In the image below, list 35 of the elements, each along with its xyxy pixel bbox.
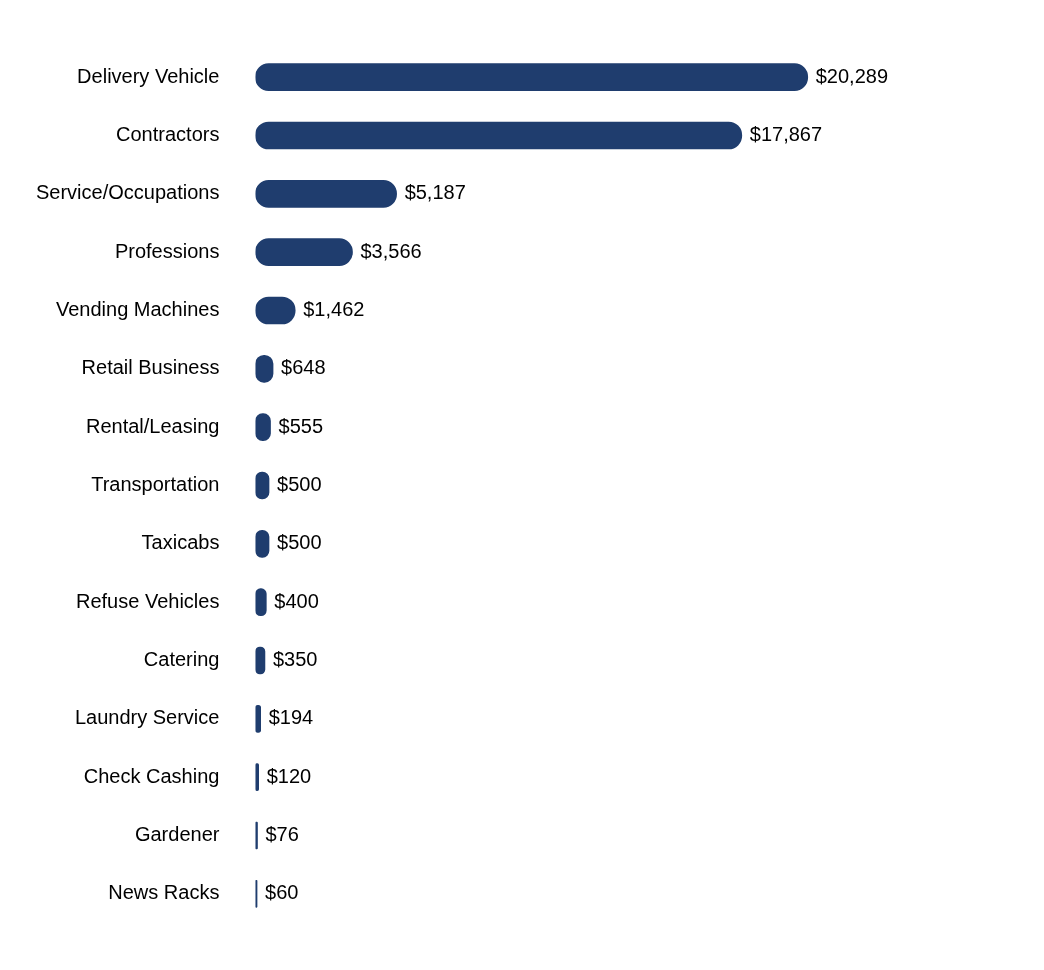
y-tick-label: Gardener — [134, 823, 220, 846]
y-tick-label: Retail Business — [81, 356, 220, 379]
y-tick-label: Vending Machines — [55, 298, 220, 321]
data-label: $500 — [277, 473, 322, 496]
y-tick-label: News Racks — [108, 881, 220, 904]
y-tick-label: Refuse Vehicles — [76, 589, 220, 612]
data-label: $400 — [274, 589, 319, 612]
bar — [255, 63, 809, 91]
data-label: $60 — [265, 881, 299, 904]
data-label: $120 — [266, 764, 312, 787]
data-label: $17,867 — [749, 123, 823, 146]
data-label: $1,462 — [303, 298, 365, 321]
y-tick-label: Catering — [143, 648, 220, 671]
y-tick-label: Check Cashing — [83, 764, 220, 787]
data-label: $20,289 — [815, 64, 889, 87]
data-label: $3,566 — [360, 239, 422, 262]
y-tick-label: Taxicabs — [141, 531, 220, 554]
bar — [255, 705, 262, 733]
data-label: $76 — [265, 823, 299, 846]
data-label: $648 — [281, 356, 326, 379]
bar — [255, 238, 353, 266]
bar — [255, 121, 743, 150]
data-label: $350 — [272, 648, 318, 671]
y-tick-label: Laundry Service — [74, 706, 220, 729]
bar — [255, 180, 397, 208]
y-tick-label: Transportation — [91, 473, 220, 496]
data-label: $194 — [268, 706, 314, 729]
y-tick-label: Delivery Vehicle — [77, 64, 220, 87]
data-label: $5,187 — [404, 181, 466, 204]
y-tick-label: Contractors — [116, 123, 220, 146]
data-label: $500 — [277, 531, 322, 554]
data-label: $555 — [278, 414, 324, 437]
y-tick-label: Professions — [114, 239, 220, 262]
y-tick-label: Rental/Leasing — [85, 414, 220, 437]
y-tick-label: Service/Occupations — [36, 181, 220, 204]
